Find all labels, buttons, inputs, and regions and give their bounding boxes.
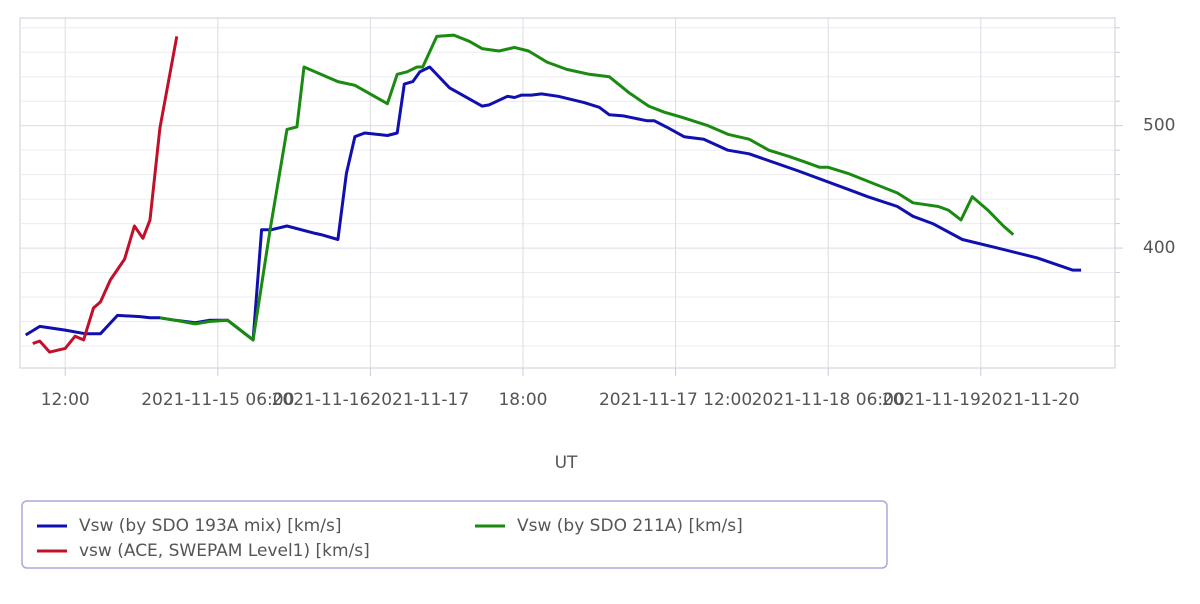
legend-label: vsw (ACE, SWEPAM Level1) [km/s] xyxy=(79,541,370,561)
legend xyxy=(21,500,888,569)
legend-label: Vsw (by SDO 193A mix) [km/s] xyxy=(79,516,341,536)
x-tick-label: 18:00 xyxy=(498,390,547,410)
y-tick-label: 400 xyxy=(1143,238,1175,258)
x-tick-label: 2021-11-162021-11-17 xyxy=(272,390,470,410)
y-tick-label: 500 xyxy=(1143,116,1175,136)
series-line xyxy=(159,33,1015,342)
x-axis-label: UT xyxy=(555,453,578,473)
x-tick-label: 2021-11-192021-11-20 xyxy=(882,390,1080,410)
x-tick-label: 2021-11-15 06:00 xyxy=(141,390,294,410)
x-tick-label: 12:00 xyxy=(41,390,90,410)
plot-frame xyxy=(19,17,1116,369)
x-tick-label: 2021-11-18 06:00 xyxy=(752,390,905,410)
legend-label: Vsw (by SDO 211A) [km/s] xyxy=(517,516,743,536)
x-tick-label: 2021-11-17 12:00 xyxy=(599,390,752,410)
series-line xyxy=(32,36,179,354)
